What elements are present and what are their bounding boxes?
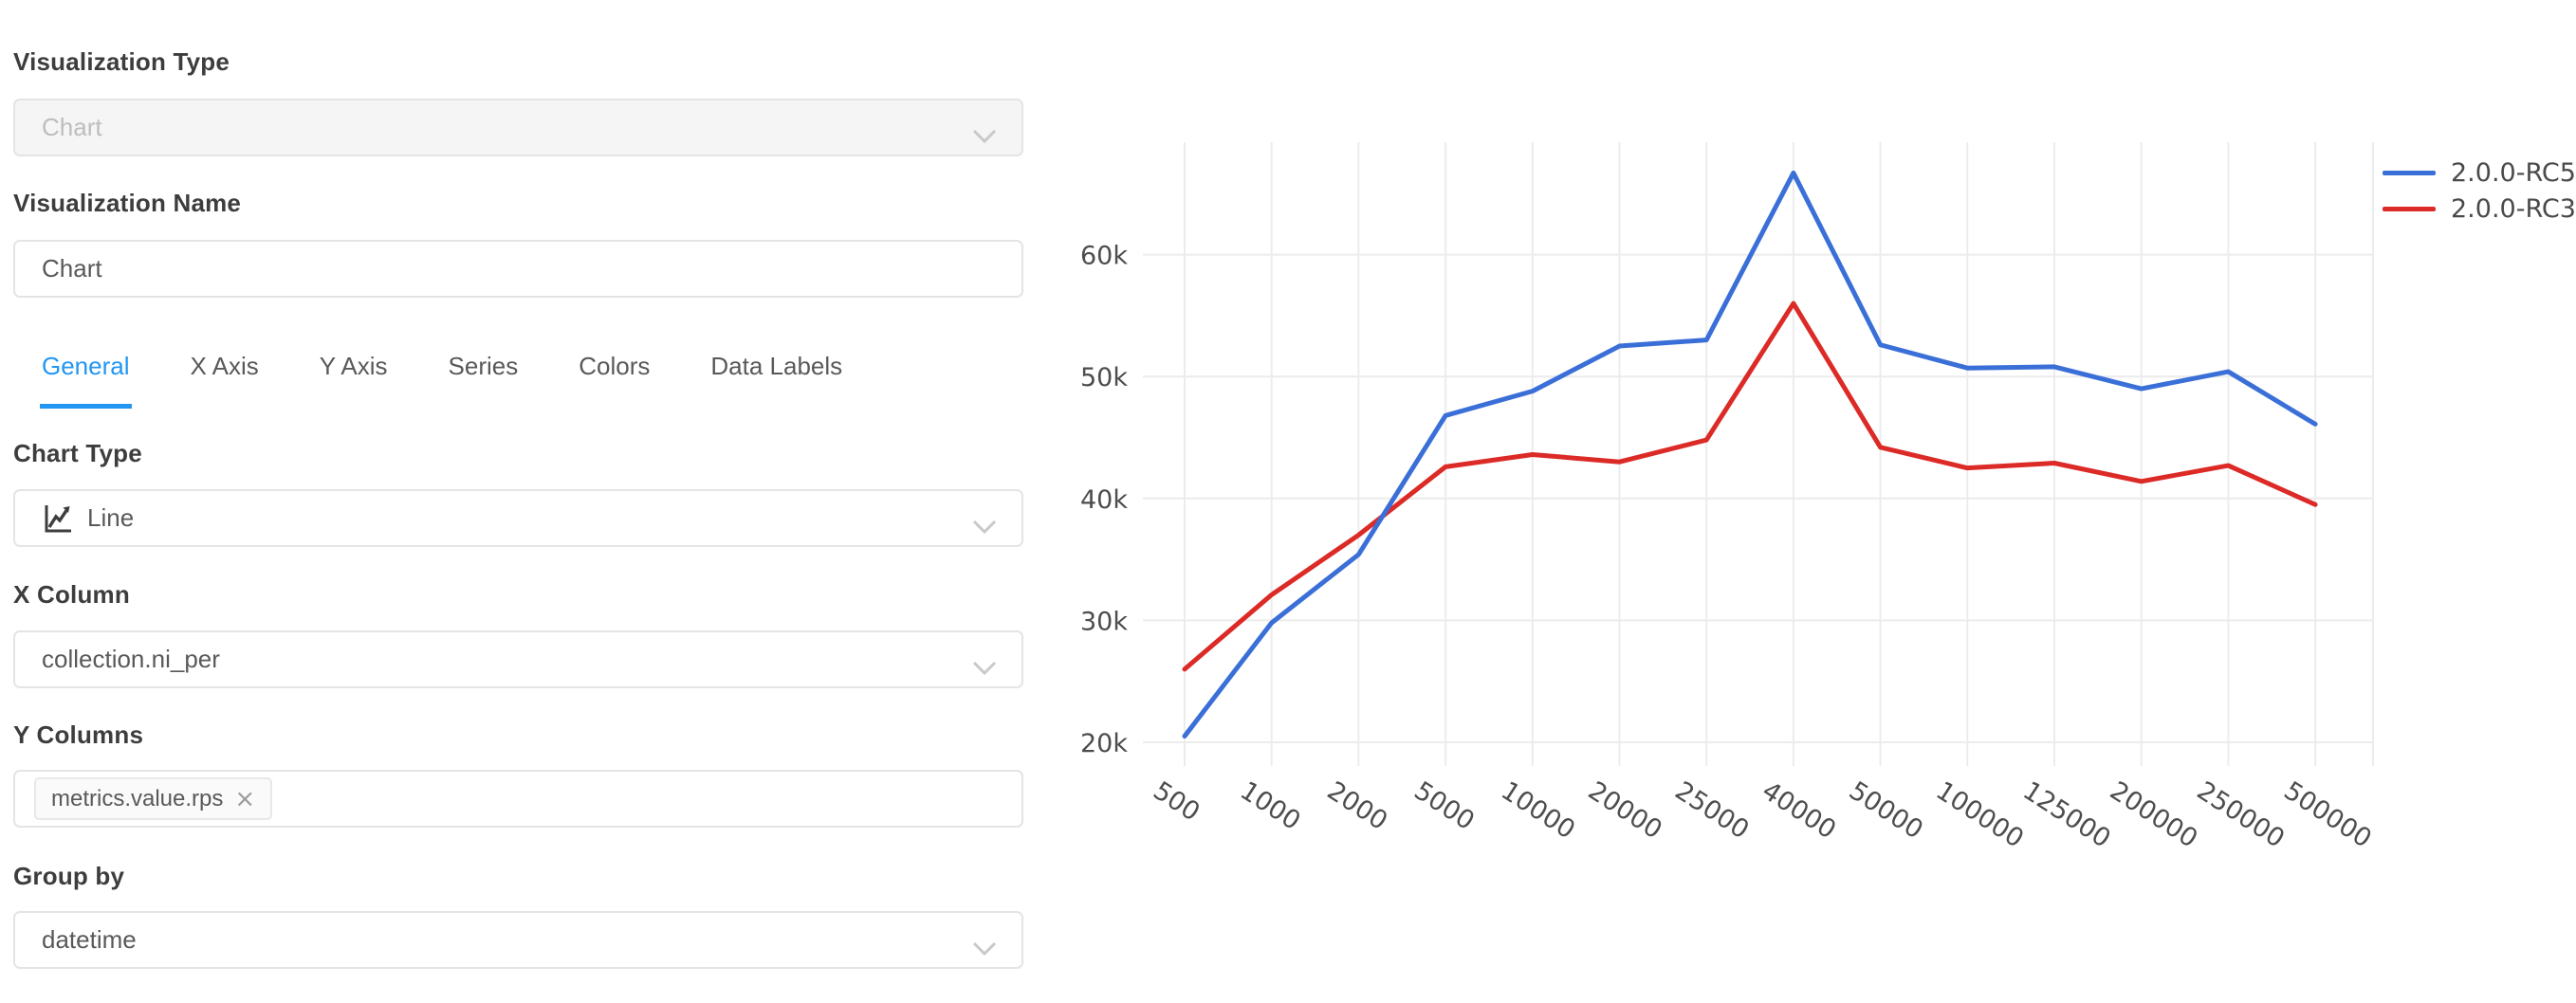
group-by-value: datetime bbox=[42, 925, 137, 954]
svg-text:20k: 20k bbox=[1080, 729, 1128, 758]
visualization-name-label: Visualization Name bbox=[13, 189, 242, 217]
tab-colors[interactable]: Colors bbox=[579, 352, 651, 380]
tag-close-icon[interactable]: × bbox=[234, 784, 256, 813]
chevron-down-icon bbox=[972, 121, 997, 151]
y-column-tag: metrics.value.rps × bbox=[34, 777, 273, 820]
line-chart-icon bbox=[42, 502, 74, 535]
svg-text:10000: 10000 bbox=[1496, 776, 1580, 846]
visualization-type-value: Chart bbox=[42, 113, 102, 141]
svg-text:40k: 40k bbox=[1080, 485, 1128, 515]
chart-type-label: Chart Type bbox=[13, 439, 142, 467]
chart-legend: 2.0.0-RC5 2.0.0-RC3 bbox=[2383, 155, 2576, 227]
svg-text:50000: 50000 bbox=[1844, 776, 1928, 846]
x-column-value: collection.ni_per bbox=[42, 645, 220, 673]
group-by-label: Group by bbox=[13, 862, 125, 890]
tab-series[interactable]: Series bbox=[448, 352, 519, 380]
y-columns-label: Y Columns bbox=[13, 720, 144, 749]
svg-text:20000: 20000 bbox=[1583, 776, 1667, 846]
visualization-type-select: Chart bbox=[13, 99, 1023, 156]
svg-text:25000: 25000 bbox=[1669, 776, 1754, 846]
tab-x-axis[interactable]: X Axis bbox=[190, 352, 259, 380]
tab-y-axis[interactable]: Y Axis bbox=[319, 352, 388, 380]
svg-text:50k: 50k bbox=[1080, 363, 1128, 392]
chevron-down-icon bbox=[972, 512, 997, 541]
visualization-name-input[interactable] bbox=[13, 240, 1023, 298]
svg-text:40000: 40000 bbox=[1757, 776, 1841, 846]
settings-tabs: General X Axis Y Axis Series Colors Data… bbox=[13, 346, 1023, 409]
chart-type-select[interactable]: Line bbox=[13, 489, 1023, 547]
y-columns-multiselect[interactable]: metrics.value.rps × bbox=[13, 770, 1023, 828]
svg-text:500000: 500000 bbox=[2278, 776, 2376, 854]
tab-data-labels[interactable]: Data Labels bbox=[710, 352, 843, 380]
svg-text:1000: 1000 bbox=[1235, 776, 1306, 836]
x-column-select[interactable]: collection.ni_per bbox=[13, 630, 1023, 688]
group-by-select[interactable]: datetime bbox=[13, 911, 1023, 969]
svg-text:5000: 5000 bbox=[1408, 776, 1480, 836]
svg-text:500: 500 bbox=[1148, 776, 1205, 828]
svg-text:60k: 60k bbox=[1080, 242, 1128, 271]
svg-text:30k: 30k bbox=[1080, 607, 1128, 636]
x-column-label: X Column bbox=[13, 580, 130, 609]
svg-text:250000: 250000 bbox=[2192, 776, 2290, 854]
chevron-down-icon bbox=[972, 934, 997, 963]
y-column-tag-text: metrics.value.rps bbox=[51, 785, 224, 812]
legend-line-swatch bbox=[2383, 206, 2436, 211]
tab-general[interactable]: General bbox=[40, 346, 132, 409]
svg-text:2000: 2000 bbox=[1322, 776, 1393, 836]
svg-text:125000: 125000 bbox=[2017, 776, 2115, 854]
legend-label: 2.0.0-RC5 bbox=[2451, 157, 2576, 188]
visualization-type-label: Visualization Type bbox=[13, 47, 230, 76]
legend-item[interactable]: 2.0.0-RC5 bbox=[2383, 155, 2576, 191]
chevron-down-icon bbox=[972, 653, 997, 683]
svg-text:100000: 100000 bbox=[1931, 776, 2029, 854]
chart-type-value: Line bbox=[87, 503, 135, 532]
legend-item[interactable]: 2.0.0-RC3 bbox=[2383, 191, 2576, 227]
legend-line-swatch bbox=[2383, 170, 2436, 175]
legend-label: 2.0.0-RC3 bbox=[2451, 193, 2576, 224]
svg-text:200000: 200000 bbox=[2105, 776, 2202, 854]
